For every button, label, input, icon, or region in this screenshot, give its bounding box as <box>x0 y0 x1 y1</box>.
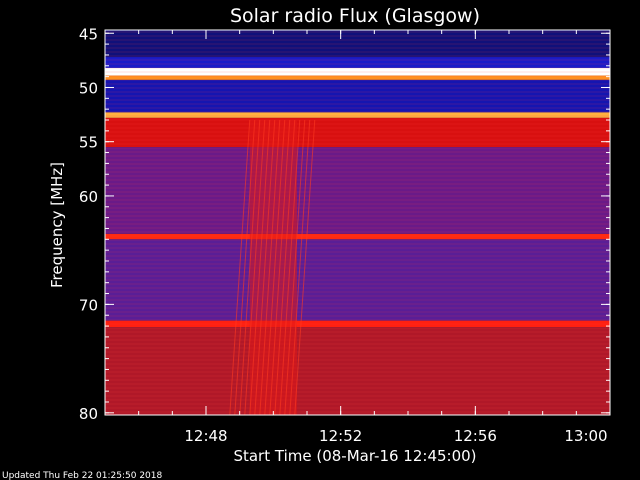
frequency-band <box>105 233 610 240</box>
burst-feature <box>229 119 316 416</box>
frequency-band <box>105 117 610 148</box>
frequency-band <box>105 30 610 58</box>
y-tick-label: 45 <box>79 25 98 43</box>
y-tick-label: 55 <box>79 134 98 152</box>
x-tick-label: 12:56 <box>454 427 497 445</box>
x-tick-label: 13:00 <box>564 427 607 445</box>
spectral-texture <box>105 31 610 413</box>
plot-area <box>104 29 611 416</box>
x-axis: 12:48 12:52 12:56 13:00 <box>104 30 611 445</box>
x-tick-label: 12:52 <box>319 427 362 445</box>
x-axis-label: Start Time (08-Mar-16 12:45:00) <box>233 447 476 465</box>
y-tick-label: 50 <box>79 79 98 97</box>
frequency-band <box>105 79 610 113</box>
y-axis-label: Frequency [MHz] <box>48 162 66 288</box>
frequency-band <box>105 67 610 76</box>
y-tick-label: 60 <box>79 188 98 206</box>
frequency-band <box>105 147 610 234</box>
y-axis: 45 50 55 60 70 80 <box>79 25 610 423</box>
frequency-band <box>105 239 610 321</box>
frequency-band <box>105 320 610 328</box>
y-tick-label: 80 <box>79 405 98 423</box>
y-tick-label: 70 <box>79 296 98 314</box>
chart-title: Solar radio Flux (Glasgow) <box>230 5 480 27</box>
x-tick-label: 12:48 <box>184 427 227 445</box>
frequency-band <box>105 57 610 68</box>
frequency-band <box>105 327 610 415</box>
updated-timestamp: Updated Thu Feb 22 01:25:50 2018 <box>2 471 163 480</box>
frequency-band <box>105 112 610 118</box>
plot-frame <box>104 29 611 416</box>
frequency-band <box>105 75 610 80</box>
